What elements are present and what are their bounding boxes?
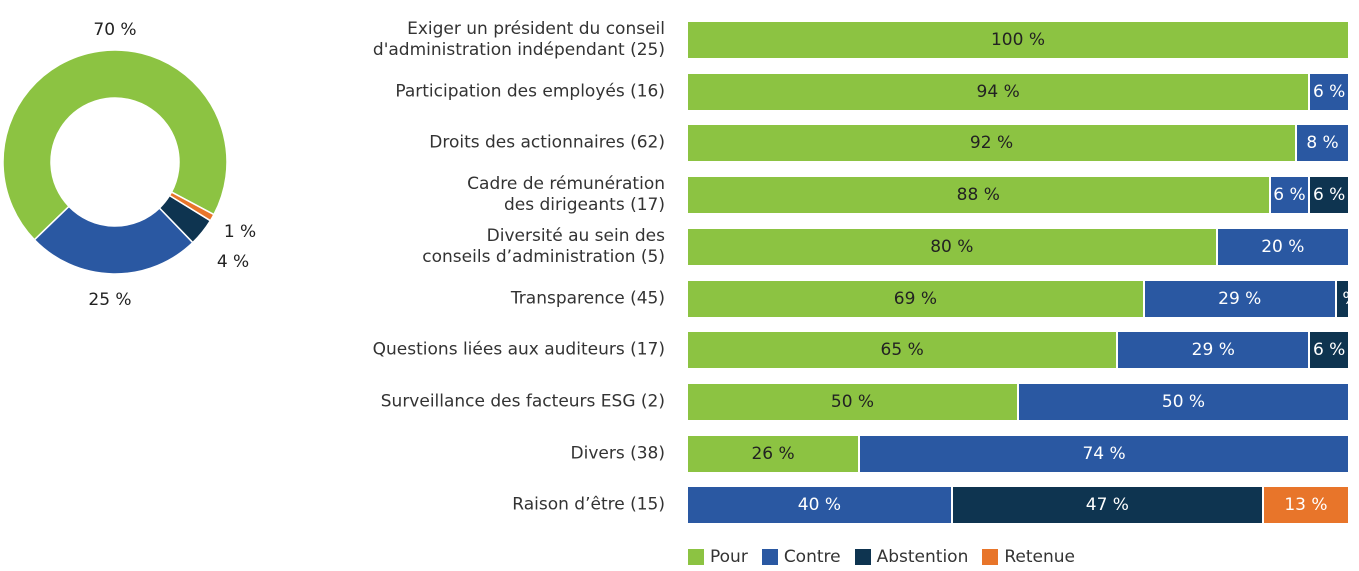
- bar-segment: 26 %: [688, 435, 861, 472]
- category-label: Surveillance des facteurs ESG (2): [380, 391, 665, 412]
- category-label: Exiger un président du conseil d'adminis…: [372, 19, 665, 60]
- category-label: Droits des actionnaires (62): [429, 132, 665, 153]
- bar-segment: 92 %: [688, 125, 1298, 162]
- value-label: 40 %: [797, 495, 841, 516]
- value-label: 29 %: [1218, 288, 1262, 309]
- bar-segment: 2 %: [1336, 280, 1350, 317]
- value-label: 88 %: [956, 185, 1000, 206]
- bar-segment: 13 %: [1263, 487, 1350, 524]
- value-label: 47 %: [1085, 495, 1129, 516]
- category-label: Participation des employés (16): [395, 81, 665, 102]
- category-label: Divers (38): [570, 443, 665, 464]
- bar-segment: 69 %: [688, 280, 1145, 317]
- value-label: 2 %: [1337, 289, 1348, 309]
- bar-segment: 40 %: [688, 487, 953, 524]
- value-label: 65 %: [880, 340, 924, 361]
- bar-segment: 65 %: [688, 332, 1119, 369]
- legend-swatch: [688, 549, 704, 565]
- bar-segment: 50 %: [688, 383, 1019, 420]
- category-label: Raison d’être (15): [512, 494, 665, 515]
- legend-item: Pour: [688, 547, 748, 567]
- value-label: 92 %: [969, 133, 1014, 154]
- bar-segment: 29 %: [1118, 332, 1311, 369]
- slice-label: 1 %: [224, 222, 256, 242]
- value-label: 69 %: [893, 288, 937, 309]
- category-label: Diversité au sein des conseils d’adminis…: [422, 225, 665, 267]
- value-label: 8 %: [1306, 133, 1339, 154]
- value-label: 50 %: [1161, 391, 1206, 412]
- value-label: 6 %: [1312, 340, 1346, 361]
- value-label: 100 %: [990, 30, 1045, 50]
- value-label: 6 %: [1273, 185, 1306, 206]
- value-label: 26 %: [751, 443, 795, 464]
- value-label: 29 %: [1191, 340, 1235, 361]
- value-label: 20 %: [1261, 236, 1305, 257]
- category-label: Questions liées aux auditeurs (17): [372, 339, 665, 360]
- value-label: 13 %: [1284, 495, 1328, 516]
- value-label: 50 %: [830, 391, 875, 412]
- legend-swatch: [854, 549, 871, 565]
- donut-slice: [168, 191, 215, 222]
- value-label: 80 %: [930, 236, 974, 257]
- slice-label: 4 %: [217, 252, 249, 272]
- legend-label: Abstention: [876, 547, 969, 567]
- value-label: 6 %: [1312, 185, 1346, 206]
- donut-slice: [2, 49, 228, 241]
- bar-segment: 100 %: [688, 22, 1350, 58]
- legend-label: Pour: [710, 547, 748, 567]
- category-label: Cadre de rémunération des dirigeants (17…: [467, 174, 665, 216]
- bar-segment: 6 %: [1310, 177, 1350, 214]
- value-label: 74 %: [1082, 443, 1126, 464]
- legend-item: Retenue: [982, 547, 1075, 567]
- category-label: Transparence (45): [510, 288, 665, 308]
- bar-segment: 29 %: [1144, 280, 1337, 317]
- slice-label: 25 %: [88, 290, 131, 310]
- bar-segment: 6 %: [1310, 73, 1350, 110]
- bar-segment: 6 %: [1270, 177, 1311, 214]
- bar-segment: 50 %: [1019, 383, 1350, 420]
- bar-segment: 80 %: [688, 228, 1218, 265]
- bar-segment: 94 %: [688, 73, 1311, 110]
- bar-segment: 88 %: [688, 177, 1271, 214]
- slice-label: 70 %: [93, 20, 136, 40]
- value-label: 94 %: [976, 81, 1020, 102]
- bar-segment: 20 %: [1217, 228, 1350, 265]
- legend-item: Abstention: [854, 547, 969, 567]
- legend-swatch: [982, 549, 999, 565]
- bar-segment: 47 %: [952, 487, 1264, 524]
- legend-item: Contre: [761, 547, 841, 567]
- bar-segment: 74 %: [860, 435, 1350, 472]
- legend-label: Contre: [783, 547, 841, 567]
- bar-segment: 8 %: [1297, 125, 1350, 162]
- legend-swatch: [761, 549, 778, 565]
- value-label: 6 %: [1312, 81, 1346, 102]
- donut-chart: 70 % 25 % 4 % 1 %: [2, 20, 256, 310]
- legend-label: Retenue: [1004, 547, 1075, 567]
- bar-segment: 6 %: [1310, 332, 1350, 369]
